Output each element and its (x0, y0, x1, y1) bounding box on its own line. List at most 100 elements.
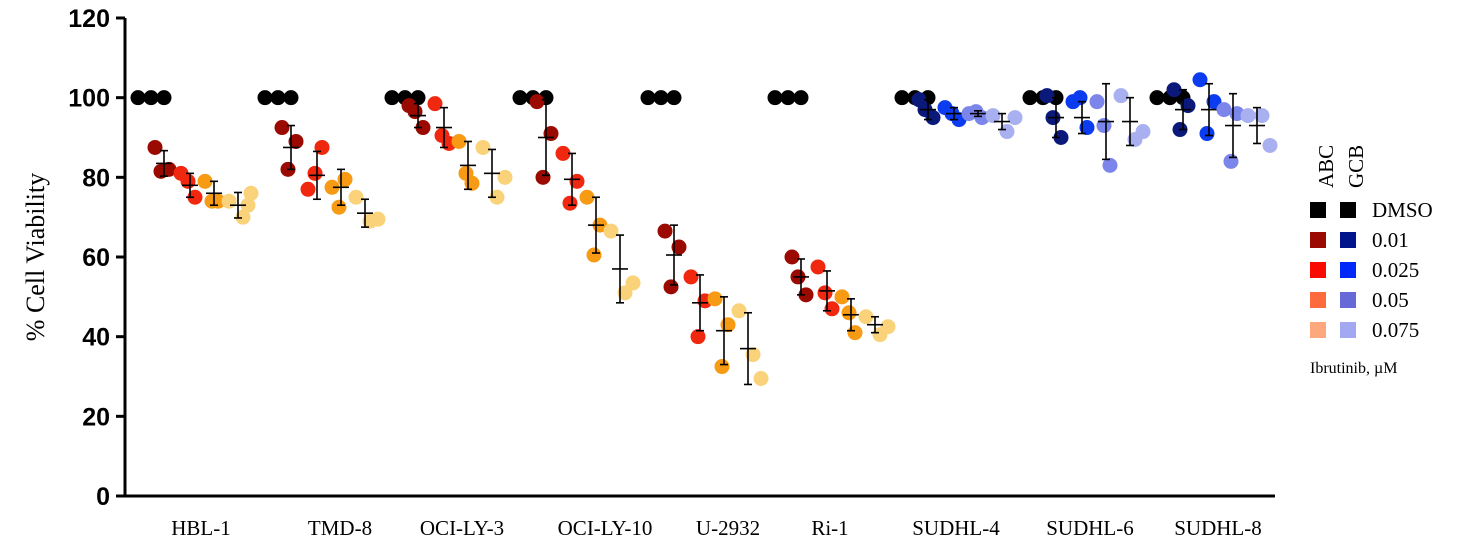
data-point (1039, 88, 1055, 104)
data-point (586, 247, 602, 263)
x-tick-label: HBL-1 (171, 516, 231, 540)
data-point (512, 90, 528, 106)
legend-group-header: ABC (1314, 145, 1338, 188)
data-point (415, 120, 431, 136)
data-point (555, 145, 571, 161)
data-point (187, 189, 203, 205)
legend-label: 0.075 (1372, 318, 1419, 342)
legend-swatch-gcb (1340, 232, 1356, 248)
data-point (337, 171, 353, 187)
data-point (894, 90, 910, 106)
data-point (475, 139, 491, 155)
data-point (1149, 90, 1165, 106)
data-point (1223, 153, 1239, 169)
data-point (847, 325, 863, 341)
data-point (683, 269, 699, 285)
data-point (810, 259, 826, 275)
legend-label: 0.025 (1372, 258, 1419, 282)
x-tick-label: OCI-LY-10 (558, 516, 653, 540)
data-point (841, 305, 857, 321)
data-point (1135, 124, 1151, 140)
y-tick-label: 20 (82, 403, 110, 431)
data-point (489, 189, 505, 205)
data-point (767, 90, 783, 106)
data-point (235, 209, 251, 225)
data-point (858, 309, 874, 325)
y-axis-title: % Cell Viability (21, 173, 50, 341)
data-point (243, 185, 259, 201)
data-point (1216, 102, 1232, 118)
data-point (1113, 88, 1129, 104)
y-tick-label: 0 (96, 483, 110, 511)
data-point (666, 90, 682, 106)
data-point (458, 165, 474, 181)
data-point (180, 173, 196, 189)
data-point (143, 90, 159, 106)
data-point (707, 291, 723, 307)
data-point (1079, 120, 1095, 136)
data-point (1007, 110, 1023, 126)
legend-swatch-abc (1310, 232, 1326, 248)
data-point (653, 90, 669, 106)
legend-label: 0.05 (1372, 288, 1409, 312)
data-point (156, 90, 172, 106)
data-point (617, 285, 633, 301)
data-point (257, 90, 273, 106)
legend-swatch-abc (1310, 322, 1326, 338)
legend-swatch-abc (1310, 202, 1326, 218)
x-tick-label: U-2932 (696, 516, 760, 540)
data-point (569, 173, 585, 189)
y-tick-label: 80 (82, 164, 110, 192)
data-point (147, 139, 163, 155)
x-tick-label: Ri-1 (811, 516, 848, 540)
legend-swatch-gcb (1340, 292, 1356, 308)
legend-swatch-abc (1310, 292, 1326, 308)
data-point (240, 197, 256, 213)
data-point (690, 329, 706, 345)
data-point (625, 275, 641, 291)
legend-group-header: GCB (1344, 145, 1368, 188)
data-point (745, 347, 761, 363)
x-tick-label: SUDHL-8 (1174, 516, 1262, 540)
data-point (579, 189, 595, 205)
legend-label: 0.01 (1372, 228, 1409, 252)
data-point (384, 90, 400, 106)
data-point (331, 199, 347, 215)
data-point (985, 108, 1001, 124)
data-point (288, 133, 304, 149)
data-point (451, 133, 467, 149)
y-tick-label: 100 (68, 85, 110, 113)
data-point (657, 223, 673, 239)
data-point (1192, 72, 1208, 88)
data-point (1096, 118, 1112, 134)
data-point (714, 359, 730, 375)
data-point (529, 94, 545, 110)
chart-marks (130, 72, 1278, 386)
x-tick-label: OCI-LY-3 (420, 516, 504, 540)
legend-swatch-abc (1310, 262, 1326, 278)
y-tick-label: 120 (68, 5, 110, 33)
data-point (427, 96, 443, 112)
data-point (603, 223, 619, 239)
data-point (283, 90, 299, 106)
data-point (1053, 130, 1069, 145)
data-point (1254, 108, 1270, 124)
data-point (1102, 157, 1118, 173)
data-point (1199, 126, 1215, 142)
x-tick-label: TMD-8 (308, 516, 372, 540)
data-point (999, 124, 1015, 140)
data-point (434, 128, 450, 144)
data-point (663, 279, 679, 295)
legend-label: DMSO (1372, 198, 1433, 222)
data-point (753, 370, 769, 386)
data-point (880, 319, 896, 335)
data-point (780, 90, 796, 106)
data-point (1240, 108, 1256, 124)
legend-caption: Ibrutinib, µM (1310, 360, 1397, 377)
data-point (671, 239, 687, 255)
data-point (197, 173, 213, 189)
data-point (324, 179, 340, 195)
data-point (1072, 90, 1088, 106)
